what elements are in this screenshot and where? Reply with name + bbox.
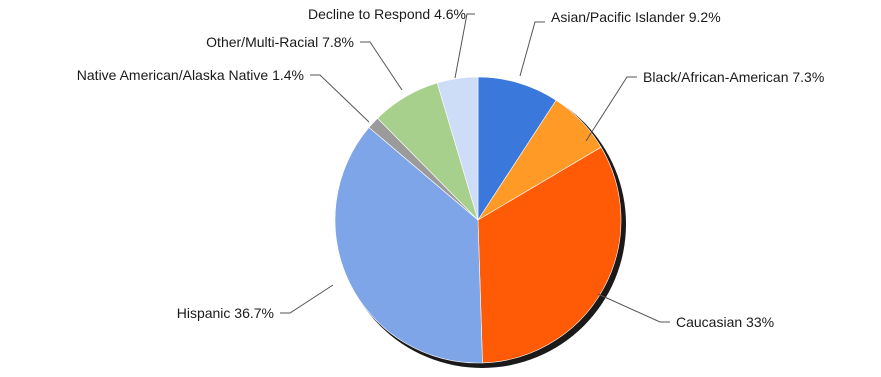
slice-label-hispanic: Hispanic 36.7% bbox=[177, 305, 274, 321]
leader-line-native-american-alaska-native bbox=[310, 74, 370, 123]
leader-line-black-african-american bbox=[585, 76, 637, 142]
pie-slice-asian-pacific-islander bbox=[477, 76, 557, 222]
slice-label-asian-pacific-islander: Asian/Pacific Islander 9.2% bbox=[551, 9, 721, 25]
slice-label-other-multi-racial: Other/Multi-Racial 7.8% bbox=[206, 34, 354, 50]
pie-slice-decline-to-respond bbox=[436, 76, 479, 221]
pie-slices bbox=[334, 76, 622, 364]
slice-label-caucasian: Caucasian 33% bbox=[676, 314, 774, 330]
slice-label-decline-to-respond: Decline to Respond 4.6% bbox=[308, 6, 466, 22]
leader-line-hispanic bbox=[280, 284, 334, 314]
slice-label-black-african-american: Black/African-American 7.3% bbox=[643, 69, 824, 85]
leader-line-other-multi-racial bbox=[360, 41, 403, 91]
pie-labels: Asian/Pacific Islander 9.2% Black/African… bbox=[77, 6, 825, 330]
pie-slice-hispanic bbox=[334, 127, 483, 364]
leader-line-caucasian bbox=[597, 293, 670, 323]
leader-line-asian-pacific-islander bbox=[519, 21, 545, 77]
pie-slice-caucasian bbox=[477, 146, 622, 364]
leader-line-decline-to-respond bbox=[454, 13, 475, 79]
slice-label-native-american-alaska-native: Native American/Alaska Native 1.4% bbox=[77, 67, 304, 83]
